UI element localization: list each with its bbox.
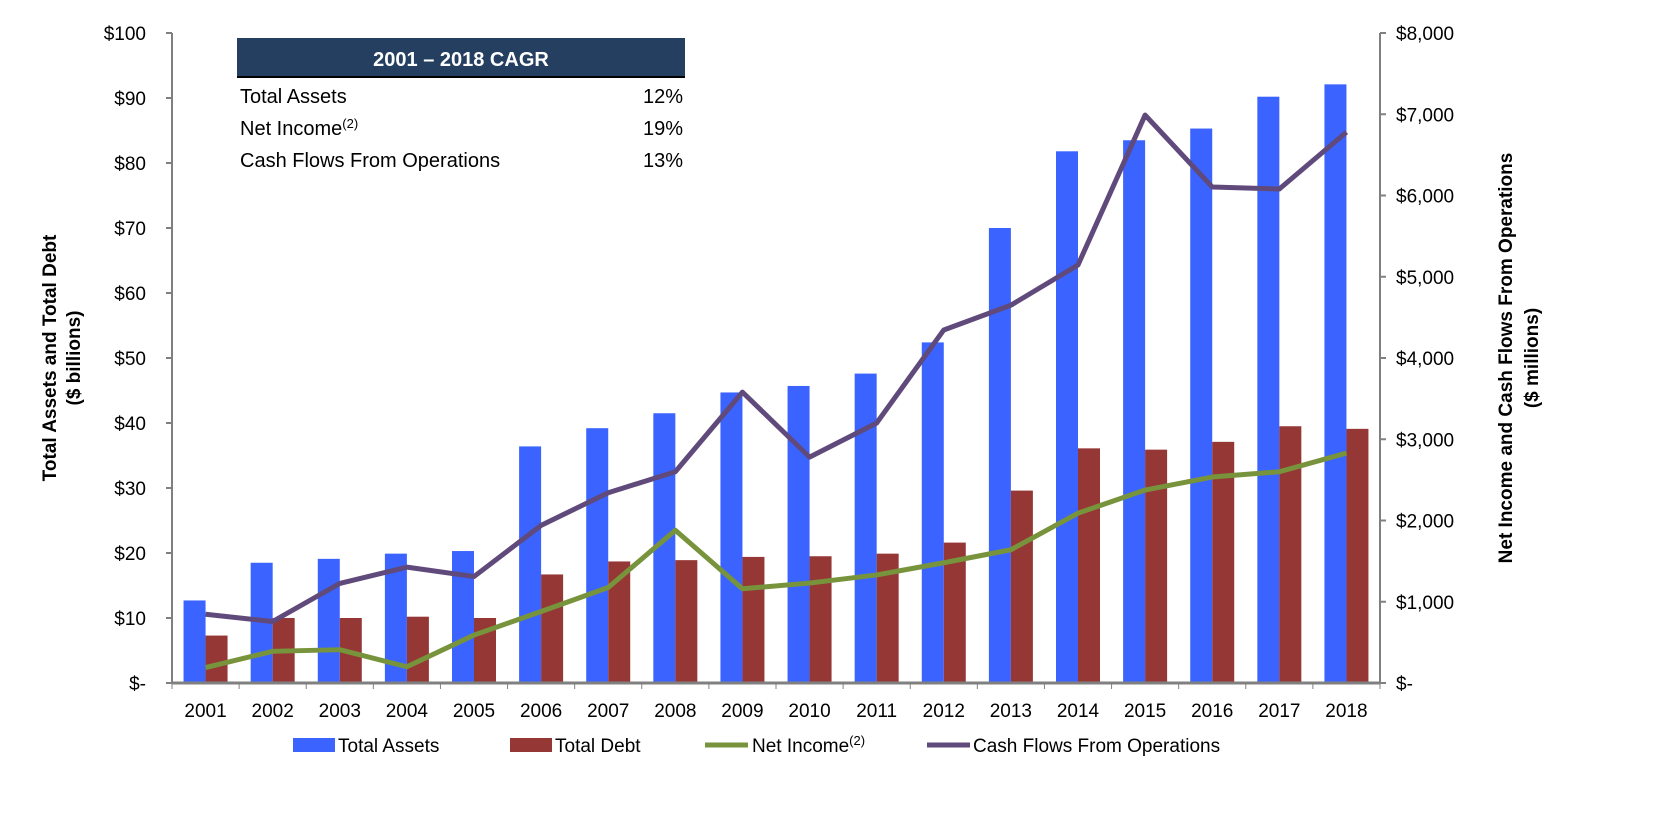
bar-total-debt-2017 bbox=[1279, 426, 1302, 683]
axes-layer: $- $10 $20 $30 $40 $50 $60 $70 $80 $90 $100 $- $1,00… bbox=[104, 24, 1454, 722]
x-tick-label: 2017 bbox=[1258, 701, 1300, 722]
bar-total-debt-2016 bbox=[1212, 441, 1235, 683]
right-tick-label: $6,000 bbox=[1396, 187, 1454, 208]
line-cash-flows-from-operations bbox=[205, 112, 1349, 624]
x-tick-label: 2004 bbox=[386, 701, 429, 722]
x-tick-label: 2003 bbox=[319, 701, 361, 722]
bar-total-assets-2011 bbox=[854, 373, 877, 683]
x-tick-label: 2014 bbox=[1057, 701, 1100, 722]
bar-total-assets-2013 bbox=[988, 228, 1011, 683]
bar-total-assets-2014 bbox=[1056, 151, 1078, 684]
bar-total-debt-2012 bbox=[943, 542, 966, 683]
right-tick-label: $2,000 bbox=[1396, 512, 1454, 533]
bar-total-assets-2010 bbox=[787, 385, 810, 683]
left-tick-label: $90 bbox=[114, 89, 146, 110]
left-tick-label: $20 bbox=[114, 544, 146, 565]
cagr-row-value: 12% bbox=[643, 86, 683, 108]
left-axis-title: Total Assets and Total Debt bbox=[40, 234, 61, 481]
x-tick-label: 2009 bbox=[721, 701, 763, 722]
legend-swatch-total-debt bbox=[510, 738, 552, 752]
bar-total-assets-2018 bbox=[1324, 84, 1347, 684]
left-tick-label: $70 bbox=[114, 219, 146, 240]
bar-total-debt-2004 bbox=[406, 616, 429, 683]
bar-total-assets-2001 bbox=[183, 600, 206, 683]
right-axis-title: Net Income and Cash Flows From Operation… bbox=[1496, 153, 1517, 564]
x-tick-label: 2002 bbox=[252, 701, 294, 722]
cagr-table-header bbox=[237, 38, 685, 76]
bar-total-assets-2016 bbox=[1190, 128, 1213, 684]
right-tick-label: $1,000 bbox=[1396, 593, 1454, 614]
cagr-row-label: Cash Flows From Operations bbox=[240, 150, 500, 172]
x-tick-label: 2008 bbox=[654, 701, 696, 722]
bar-total-debt-2007 bbox=[608, 561, 631, 683]
bar-total-assets-2004 bbox=[384, 553, 407, 683]
bar-total-debt-2018 bbox=[1346, 428, 1369, 683]
bar-total-assets-2003 bbox=[317, 558, 340, 683]
bar-total-assets-2012 bbox=[921, 342, 944, 683]
right-tick-label: $8,000 bbox=[1396, 24, 1454, 45]
bar-total-assets-2015 bbox=[1123, 140, 1146, 683]
bar-total-debt-2010 bbox=[809, 556, 832, 683]
legend: Total Assets Total Debt Net Income(2) Ca… bbox=[293, 733, 1220, 757]
bar-total-debt-2011 bbox=[876, 553, 899, 683]
x-tick-label: 2011 bbox=[856, 701, 897, 722]
right-tick-label: $4,000 bbox=[1396, 349, 1454, 370]
legend-label-total-debt: Total Debt bbox=[555, 736, 641, 757]
bar-total-debt-2001 bbox=[205, 635, 228, 683]
left-tick-label: $10 bbox=[114, 609, 146, 630]
left-tick-label: $50 bbox=[114, 349, 146, 370]
line-net-income bbox=[204, 450, 1348, 670]
bar-total-assets-2006 bbox=[519, 446, 542, 683]
left-tick-label: $100 bbox=[104, 24, 146, 45]
legend-label-cash-flows: Cash Flows From Operations bbox=[973, 736, 1220, 757]
x-tick-label: 2005 bbox=[453, 701, 495, 722]
x-tick-label: 2001 bbox=[184, 701, 226, 722]
cagr-table: 2001 – 2018 CAGR Total Assets 12% Net In… bbox=[237, 38, 685, 172]
bar-total-debt-2013 bbox=[1010, 490, 1033, 683]
bar-total-debt-2009 bbox=[742, 556, 765, 683]
left-tick-label: $60 bbox=[114, 284, 146, 305]
x-tick-label: 2012 bbox=[923, 701, 965, 722]
cagr-row-label: Net Income(2) bbox=[240, 116, 358, 140]
left-axis-subtitle: ($ billions) bbox=[64, 311, 85, 406]
x-tick-label: 2013 bbox=[990, 701, 1032, 722]
legend-swatch-total-assets bbox=[293, 738, 335, 752]
legend-label-net-income: Net Income(2) bbox=[752, 733, 865, 757]
x-tick-label: 2006 bbox=[520, 701, 562, 722]
bar-total-debt-2014 bbox=[1078, 448, 1100, 683]
cagr-table-title: 2001 – 2018 CAGR bbox=[373, 49, 549, 71]
bar-total-debt-2006 bbox=[541, 574, 564, 683]
cagr-row-value: 13% bbox=[643, 150, 683, 172]
x-tick-label: 2015 bbox=[1124, 701, 1166, 722]
lines-layer bbox=[204, 112, 1349, 670]
right-tick-label: $- bbox=[1396, 674, 1413, 695]
right-tick-label: $3,000 bbox=[1396, 430, 1454, 451]
right-axis-subtitle: ($ millions) bbox=[1522, 308, 1543, 408]
bar-total-debt-2015 bbox=[1145, 449, 1168, 683]
left-tick-label: $40 bbox=[114, 414, 146, 435]
x-tick-label: 2016 bbox=[1191, 701, 1233, 722]
right-tick-label: $7,000 bbox=[1396, 105, 1454, 126]
right-tick-label: $5,000 bbox=[1396, 268, 1454, 289]
left-tick-label: $30 bbox=[114, 479, 146, 500]
bar-total-assets-2007 bbox=[586, 428, 609, 683]
legend-label-total-assets: Total Assets bbox=[338, 736, 439, 757]
bar-total-debt-2008 bbox=[675, 560, 698, 683]
bar-total-assets-2005 bbox=[452, 551, 474, 683]
left-tick-label: $80 bbox=[114, 154, 146, 175]
left-tick-label: $- bbox=[129, 674, 146, 695]
cagr-row-value: 19% bbox=[643, 118, 683, 140]
bar-total-assets-2008 bbox=[653, 413, 676, 683]
cagr-row-label: Total Assets bbox=[240, 86, 347, 108]
bar-total-assets-2009 bbox=[720, 392, 743, 683]
bars-layer bbox=[183, 84, 1369, 684]
x-tick-label: 2018 bbox=[1325, 701, 1367, 722]
x-tick-label: 2007 bbox=[587, 701, 629, 722]
bar-total-assets-2017 bbox=[1257, 96, 1280, 683]
x-tick-label: 2010 bbox=[788, 701, 830, 722]
